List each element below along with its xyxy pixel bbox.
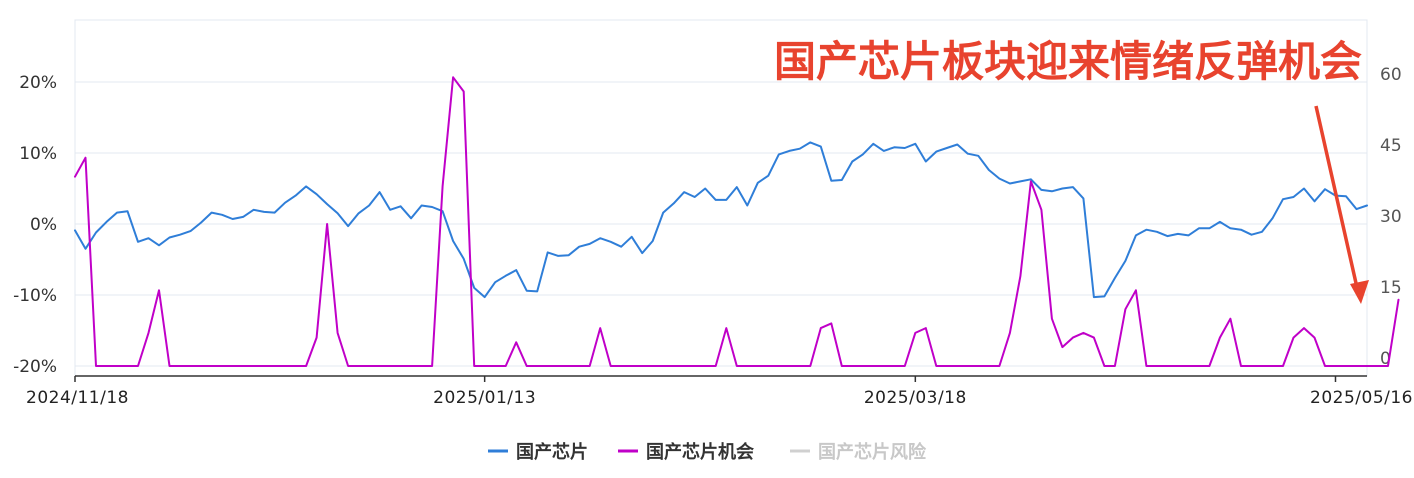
y-right-tick-label: 45 xyxy=(1380,136,1402,156)
y-right-tick-label: 0 xyxy=(1380,349,1391,369)
y-left-tick-label: 20% xyxy=(19,73,57,93)
legend-item-label[interactable]: 国产芯片 xyxy=(516,441,588,463)
y-left-tick-label: 0% xyxy=(30,215,57,235)
y-right-tick-label: 30 xyxy=(1380,207,1402,227)
y-left-tick-label: -20% xyxy=(13,357,57,377)
legend-item-label[interactable]: 国产芯片机会 xyxy=(646,441,754,463)
y-right-tick-label: 60 xyxy=(1380,65,1402,85)
series-line-0 xyxy=(74,141,1368,299)
y-left-tick-label: 10% xyxy=(19,144,57,164)
axis-layer: 20% 10% 0% -10% -20% 60 45 30 15 0 2024/11/18 2025/… xyxy=(13,65,1413,408)
annotation-arrow xyxy=(1314,105,1360,293)
series-line-1 xyxy=(74,76,1400,367)
y-right-tick-label: 15 xyxy=(1380,278,1402,298)
y-left-tick-label: -10% xyxy=(13,286,57,306)
series-layer xyxy=(74,76,1400,367)
legend: 国产芯片 国产芯片机会 国产芯片风险 xyxy=(488,441,927,463)
x-tick-label: 2025/03/18 xyxy=(864,388,967,408)
annotation-layer: 国产芯片板块迎来情绪反弹机会 xyxy=(774,37,1369,304)
x-tick-label: 2025/05/16 xyxy=(1310,388,1413,408)
legend-item-label[interactable]: 国产芯片风险 xyxy=(818,441,927,463)
x-tick-label: 2025/01/13 xyxy=(433,388,536,408)
x-tick-label: 2024/11/18 xyxy=(26,388,129,408)
annotation-text: 国产芯片板块迎来情绪反弹机会 xyxy=(774,37,1362,86)
annotation-arrowhead xyxy=(1350,280,1369,304)
